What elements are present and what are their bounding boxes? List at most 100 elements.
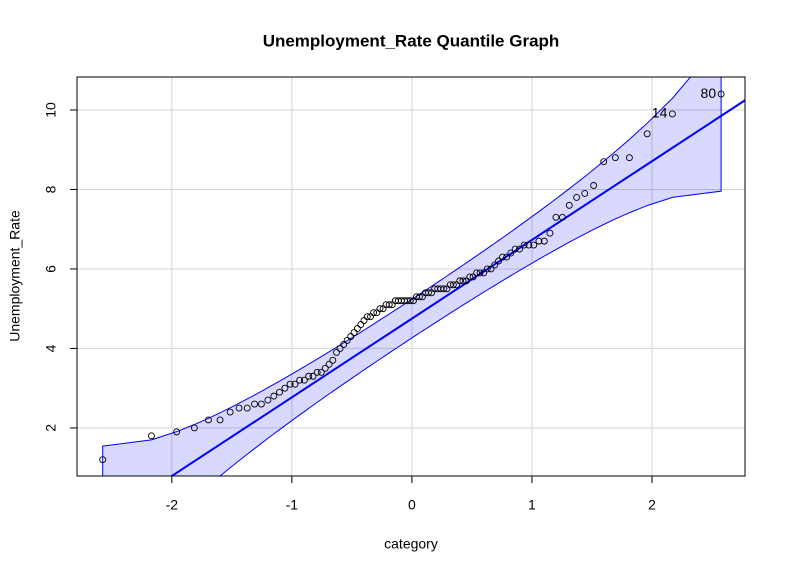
data-point [370,309,378,317]
data-point [565,201,573,209]
reference-line [170,99,745,476]
y-tick-label: 4 [43,344,59,352]
data-point [449,281,457,289]
data-point [511,245,519,253]
confidence-envelope [102,77,722,476]
data-point [313,368,321,376]
plot-area: 14 80 [99,77,745,476]
x-axis-label: category [384,536,438,552]
data-point [507,249,515,257]
data-point [466,273,474,281]
y-tick-label: 8 [43,185,59,193]
data-point [558,213,566,221]
data-point [552,213,560,221]
data-point [416,293,423,301]
data-point [336,344,344,352]
data-point [473,269,481,277]
data-point [340,341,348,348]
data-point [147,432,155,440]
data-point [360,317,368,325]
data-point [353,325,361,333]
data-point [600,158,608,166]
data-point [440,285,448,293]
data-point [235,404,243,412]
data-point [495,257,503,265]
data-point [499,253,506,261]
data-point [611,154,619,162]
data-point [625,154,633,162]
data-point [296,376,304,384]
data-point [469,273,477,281]
data-point [281,384,289,392]
data-point [216,416,224,424]
grid [77,77,745,476]
data-point [321,364,329,372]
y-tick-label: 2 [43,424,59,432]
x-tick-label: -1 [286,497,299,513]
data-point [243,404,251,412]
data-point [530,241,538,249]
data-point [520,241,528,249]
data-point [347,333,355,340]
data-point [204,416,212,424]
data-point [462,277,470,285]
plot-frame [76,76,746,477]
data-point [99,456,107,464]
data-point [357,321,365,329]
y-tick-label: 10 [43,102,59,118]
data-point [668,110,676,118]
data-point [257,400,265,408]
data-point [491,261,499,269]
data-point [190,424,198,432]
data-point [516,245,523,253]
data-point [573,193,581,201]
data-point [385,301,393,309]
data-point [406,297,414,305]
data-point [546,229,554,237]
data-point [376,305,384,313]
data-point [540,237,548,245]
data-point [226,408,234,416]
data-point [270,392,278,400]
data-point [173,428,181,436]
data-point [476,269,484,277]
data-point [525,241,533,249]
data-point [425,289,432,297]
x-tick-label: 2 [648,497,656,513]
x-tick-label: 0 [408,497,416,513]
y-tick-label: 6 [43,265,59,273]
data-point [300,376,308,384]
data-point [643,130,651,138]
data-point [459,277,467,285]
data-point [333,348,340,356]
data-point [291,380,299,388]
data-point [286,380,294,388]
point-label: 80 [701,85,717,101]
data-point [487,265,495,273]
data-point [325,360,333,368]
data-point [317,368,325,376]
data-point [329,356,337,364]
data-point [350,329,358,336]
data-point [363,313,371,321]
x-tick-label: 1 [528,497,536,513]
data-point [251,400,258,408]
data-point [535,237,543,245]
data-point [483,265,491,273]
chart-title: Unemployment_Rate Quantile Graph [263,31,560,50]
data-point [305,372,313,380]
data-point [480,269,488,277]
data-point [581,189,589,197]
point-label: 14 [652,105,668,121]
data-point [590,182,598,189]
data-point [456,277,464,285]
data-point [343,337,351,344]
y-axis-label: Unemployment_Rate [7,210,23,342]
x-tick-label: -2 [166,497,179,513]
data-point [503,253,511,261]
data-point [276,388,283,396]
data-point [309,372,317,380]
data-point [717,90,725,98]
data-point [264,396,272,404]
